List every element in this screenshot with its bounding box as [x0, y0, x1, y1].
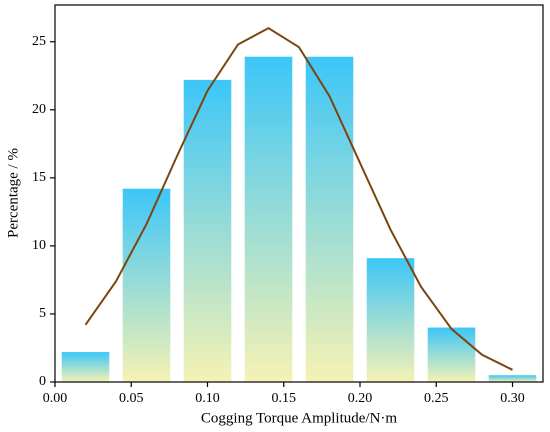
bar — [427, 327, 476, 382]
plot-frame — [54, 4, 544, 383]
bar — [244, 56, 293, 382]
fit-curve — [84, 26, 513, 371]
x-tick-label: 0.10 — [195, 391, 220, 406]
bar — [122, 188, 171, 382]
x-axis-label: Cogging Torque Amplitude/N·m — [201, 410, 397, 426]
bar — [61, 352, 110, 382]
x-tick-label: 0.05 — [119, 391, 144, 406]
x-tick-label: 0.20 — [348, 391, 373, 406]
y-tick-label: 0 — [39, 374, 46, 389]
x-tick-label: 0.25 — [424, 391, 449, 406]
bar — [305, 56, 354, 382]
x-tick-label: 0.30 — [500, 391, 525, 406]
y-tick-label: 15 — [32, 170, 46, 185]
bar — [183, 79, 232, 383]
bar — [366, 258, 415, 382]
y-tick-label: 25 — [32, 34, 46, 49]
x-tick-label: 0.00 — [43, 391, 68, 406]
y-tick-label: 20 — [32, 102, 46, 117]
x-tick-label: 0.15 — [272, 391, 297, 406]
bar — [488, 375, 537, 382]
y-axis-label: Percentage / % — [5, 148, 21, 238]
y-tick-label: 5 — [39, 306, 46, 321]
y-tick-label: 10 — [32, 238, 46, 253]
